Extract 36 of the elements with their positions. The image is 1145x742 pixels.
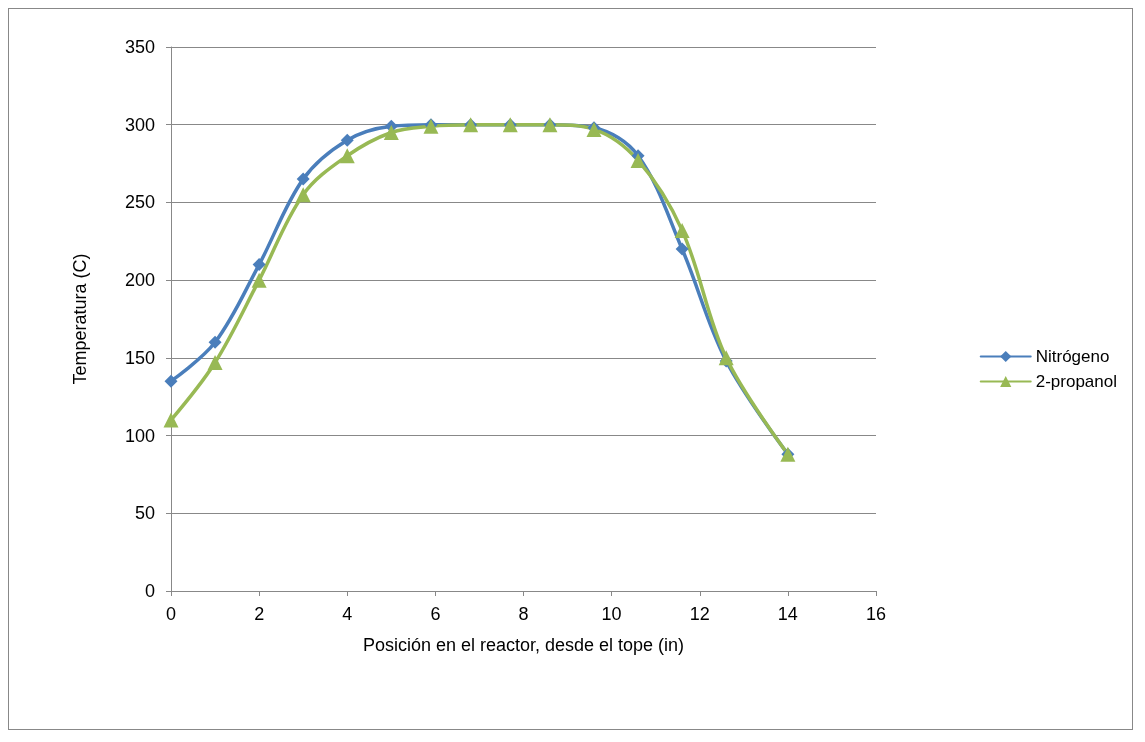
point — [295, 187, 311, 203]
y-tick-label: 150 — [124, 347, 155, 368]
point — [251, 272, 267, 288]
x-tick-label: 12 — [689, 604, 710, 624]
point — [164, 374, 178, 388]
point — [718, 350, 734, 366]
y-tick-label: 50 — [134, 503, 155, 524]
point — [296, 172, 310, 186]
point — [674, 222, 690, 238]
point — [163, 412, 179, 428]
point — [252, 258, 266, 272]
x-tick-label: 10 — [601, 604, 622, 624]
point — [630, 152, 646, 168]
y-tick-label: 200 — [124, 270, 155, 291]
x-tick-label: 6 — [430, 604, 441, 624]
legend-label: 2-propanol — [1035, 372, 1117, 391]
x-tick-label: 14 — [777, 604, 798, 624]
point — [208, 335, 222, 349]
y-tick-label: 0 — [144, 581, 155, 601]
y-tick-label: 250 — [124, 192, 155, 213]
point — [383, 124, 399, 140]
point — [675, 242, 689, 256]
x-tick-label: 8 — [518, 604, 529, 624]
x-axis-title: Posición en el reactor, desde el tope (in) — [362, 635, 685, 655]
x-tick-label: 2 — [254, 604, 265, 624]
y-tick-label: 300 — [124, 114, 155, 135]
x-tick-label: 4 — [342, 604, 353, 624]
x-tick-label: 0 — [165, 604, 177, 624]
point — [340, 133, 354, 147]
y-axis-title: Temperatura (C) — [70, 253, 90, 385]
y-tick-label: 100 — [124, 425, 155, 446]
point — [339, 148, 355, 164]
legend-label: Nitrógeno — [1035, 347, 1110, 366]
y-tick-label: 350 — [124, 37, 155, 57]
x-tick-label: 16 — [865, 604, 887, 624]
point — [207, 355, 223, 371]
